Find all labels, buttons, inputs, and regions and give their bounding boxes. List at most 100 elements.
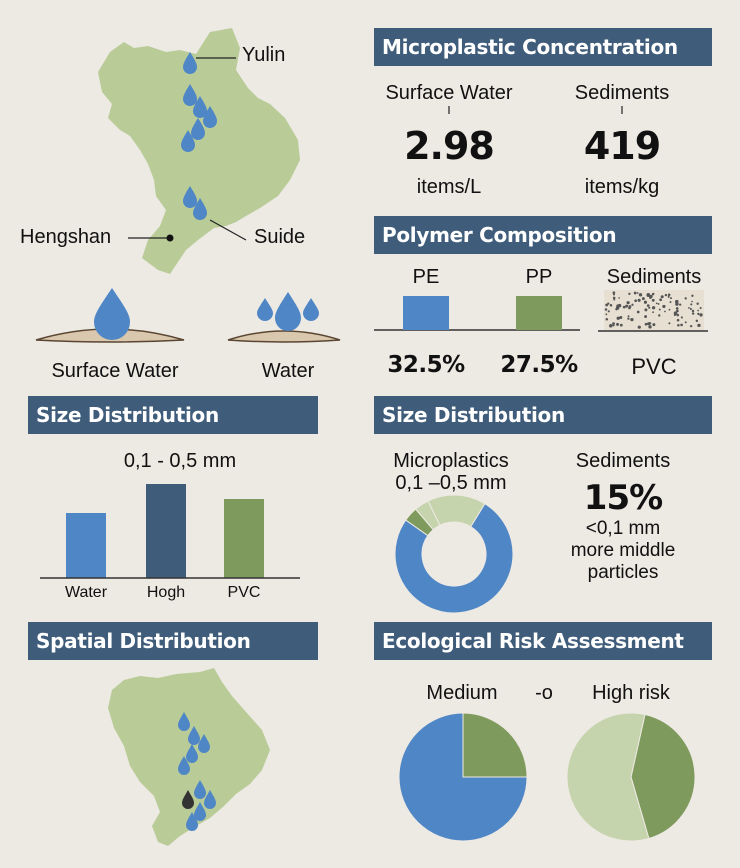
sediment-dot bbox=[655, 302, 658, 305]
sediment-dot bbox=[609, 324, 613, 328]
sediment-dot bbox=[673, 311, 678, 315]
surface-water-value: 2.98 bbox=[404, 124, 495, 168]
sediment-dot bbox=[673, 313, 676, 317]
sediment-dot bbox=[680, 323, 683, 327]
sediment-dot bbox=[637, 298, 641, 302]
yulin-label: Yulin bbox=[242, 44, 286, 66]
sediments-size-desc: <0,1 mm bbox=[585, 518, 661, 539]
sediment-dot bbox=[664, 293, 668, 297]
sediment-dot bbox=[636, 292, 639, 294]
sediment-dot bbox=[675, 299, 679, 304]
sediments-value: 419 bbox=[583, 124, 661, 168]
sediments-size-desc: more middle bbox=[570, 540, 676, 561]
high-risk-label: High risk bbox=[592, 682, 670, 704]
sediment-dot bbox=[607, 310, 610, 313]
high-pie-slice-0 bbox=[630, 713, 696, 840]
sediment-dot bbox=[651, 306, 656, 310]
sediment-dot bbox=[605, 317, 609, 321]
sediment-dot bbox=[676, 318, 680, 322]
sediment-dot bbox=[684, 297, 687, 300]
top-map-drops bbox=[181, 52, 217, 220]
sediments-label: Sediments bbox=[574, 82, 670, 104]
surface-water-icon-label: Surface Water bbox=[51, 360, 179, 382]
sediment-dot bbox=[622, 305, 626, 309]
sediment-dot bbox=[636, 310, 640, 314]
sediment-dot bbox=[604, 308, 608, 311]
sediment-dot bbox=[609, 304, 613, 307]
sediment-dot bbox=[644, 322, 648, 326]
sediment-dot bbox=[679, 303, 682, 306]
sediment-dot bbox=[676, 309, 679, 313]
water-drop-icon bbox=[191, 118, 205, 140]
sediment-dot bbox=[612, 324, 615, 327]
sediments-size-desc: particles bbox=[587, 562, 659, 583]
sediment-dot bbox=[630, 317, 634, 322]
sediment-dot bbox=[668, 308, 671, 311]
sediment-dot bbox=[675, 302, 679, 306]
sediment-dot bbox=[680, 316, 683, 319]
sediment-dot bbox=[616, 304, 620, 308]
size-right-header: Size Distribution bbox=[374, 396, 712, 434]
water-drop-icon bbox=[183, 84, 197, 106]
hengshan-label: Hengshan bbox=[20, 226, 112, 248]
sediment-dot bbox=[648, 306, 651, 309]
sediment-dot bbox=[634, 299, 637, 303]
sediment-dot bbox=[626, 305, 629, 307]
sediment-dot bbox=[690, 303, 693, 306]
sediment-dot bbox=[616, 316, 620, 320]
sediment-dot bbox=[617, 303, 622, 308]
bar-2 bbox=[224, 499, 264, 578]
pp-label: PP bbox=[525, 266, 553, 288]
water-drop-icon bbox=[178, 712, 190, 731]
water-icon-label: Water bbox=[261, 360, 315, 382]
sediment-dot bbox=[615, 306, 620, 310]
sediment-dot bbox=[612, 291, 616, 295]
sediment-dot bbox=[697, 323, 701, 328]
sediment-dot bbox=[648, 294, 651, 297]
sediment-dot bbox=[648, 325, 652, 329]
sediment-dot bbox=[691, 309, 695, 313]
sediment-dot bbox=[700, 314, 703, 317]
water-drop-icon bbox=[198, 734, 210, 753]
sediment-dot bbox=[668, 322, 671, 325]
sediment-dot bbox=[651, 293, 655, 296]
sediments-size-label: Sediments bbox=[575, 450, 671, 472]
size-left-range: 0,1 - 0,5 mm bbox=[123, 450, 237, 472]
sediment-dot bbox=[627, 317, 630, 320]
sediment-dot bbox=[649, 296, 652, 299]
bar-tick-label: Water bbox=[64, 584, 108, 601]
sediment-dot bbox=[699, 313, 703, 317]
pe-label: PE bbox=[412, 266, 440, 288]
sediment-dot bbox=[616, 322, 620, 326]
sediment-dot bbox=[684, 321, 687, 324]
high-risk-pie bbox=[566, 712, 696, 842]
water-drop-icon bbox=[181, 130, 195, 152]
donut-slice-0 bbox=[394, 503, 514, 614]
sediment-dot bbox=[628, 306, 631, 310]
sediment-dot bbox=[697, 312, 700, 316]
sediment-dot bbox=[649, 294, 653, 299]
sediment-dot bbox=[605, 303, 609, 307]
pvc-label: PVC bbox=[631, 354, 677, 379]
sediment-dot bbox=[689, 307, 692, 310]
pp-bar bbox=[516, 296, 562, 330]
sediment-dot bbox=[644, 315, 648, 318]
medium-pie-slice-1 bbox=[462, 712, 528, 778]
sediment-dot bbox=[677, 324, 680, 327]
spatial-header: Spatial Distribution bbox=[28, 622, 318, 660]
water-drop-icon bbox=[204, 790, 216, 809]
size-donut-chart bbox=[394, 494, 514, 614]
surface-water-label: Surface Water bbox=[385, 82, 513, 104]
water-drop-icon bbox=[183, 186, 197, 208]
sediment-dot bbox=[689, 324, 693, 328]
sediment-dot bbox=[648, 322, 652, 325]
pe-bar bbox=[403, 296, 449, 330]
water-drop-icon bbox=[186, 812, 198, 831]
sediment-dot bbox=[607, 302, 610, 305]
sediment-dot bbox=[652, 311, 654, 314]
size-bar-chart bbox=[40, 484, 300, 579]
sediment-dot bbox=[605, 313, 608, 316]
sediment-dot bbox=[619, 315, 623, 319]
sediment-dot bbox=[691, 300, 693, 303]
sediment-dot bbox=[669, 301, 672, 304]
